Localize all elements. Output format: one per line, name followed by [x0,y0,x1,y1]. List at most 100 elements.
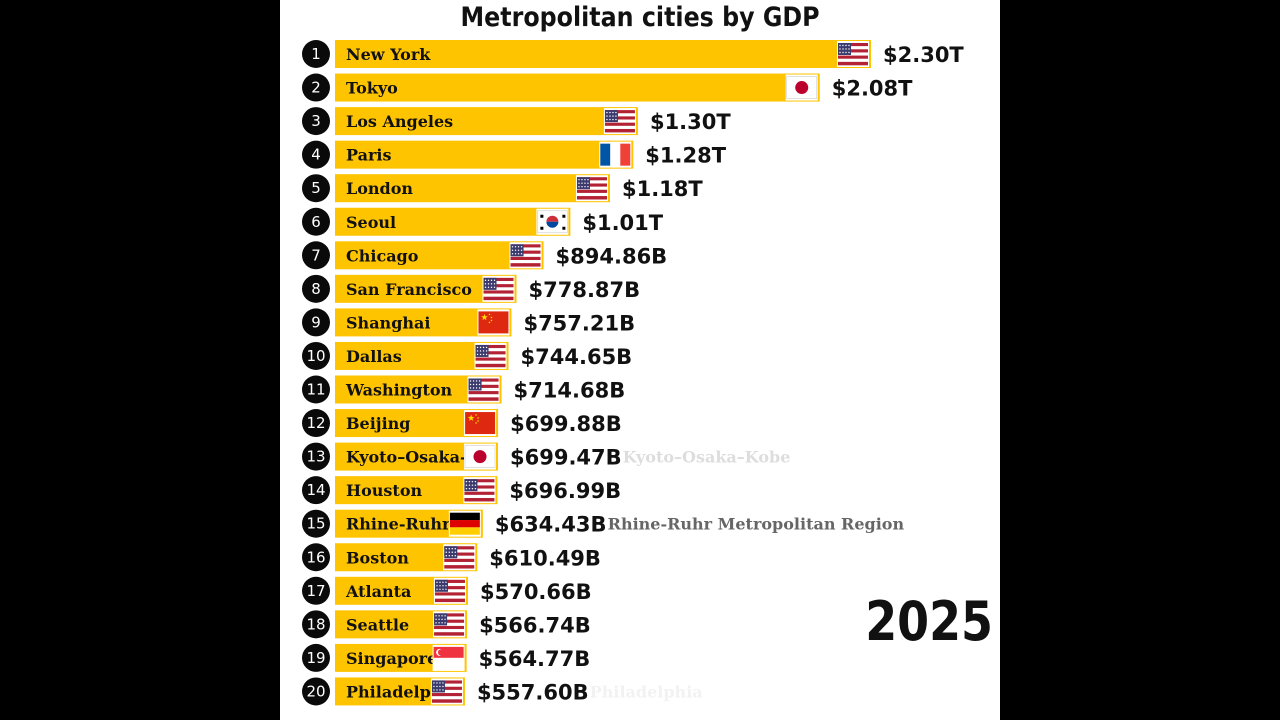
bar [335,40,871,68]
bar-label: Philadelph [346,682,443,701]
rank-circle [302,274,330,303]
bar-label: San Francisco [346,280,472,299]
full-name-note: Rhine-Ruhr Metropolitan Region [608,515,905,534]
rank-label: 17 [306,582,325,600]
rank-badge: 20 [302,677,330,706]
us-flag-icon [575,175,608,202]
bar-row: 14 Houston $696.99B [302,476,621,505]
bar-row: 9 Shanghai $757.21B [302,308,635,337]
rank-circle [302,107,330,136]
us-flag-icon [482,275,515,302]
rank-badge: 2 [302,73,330,102]
bar-row: 17 Atlanta $570.66B [302,576,592,605]
us-flag-icon [463,477,496,504]
rank-badge: 10 [302,341,330,370]
bar-label: Tokyo [346,79,398,98]
bar-row: 4 Paris $1.28T [302,140,727,169]
bar [335,241,544,270]
value-label: $566.74B [479,613,591,637]
rank-label: 11 [306,381,325,399]
japan-flag-icon [464,443,497,470]
bar-label: Chicago [346,246,419,265]
us-flag-icon [837,41,869,67]
bar-label: Atlanta [345,582,411,601]
value-label: $696.99B [509,479,621,503]
us-flag-icon [433,577,466,604]
bar-row: 2 Tokyo $2.08T [302,73,913,102]
rank-circle [302,140,330,169]
rank-label: 10 [306,347,325,365]
rank-circle [302,308,330,337]
us-flag-icon [509,242,542,269]
rank-label: 8 [311,280,321,298]
rank-label: 15 [306,515,325,533]
rank-badge: 9 [302,308,330,337]
rank-label: 16 [306,548,325,566]
bar-row: 13 Kyoto–Osaka- $699.47B Kyoto–Osaka–Kobe [302,442,791,471]
value-label: $1.28T [645,144,726,168]
value-label: $634.43B [495,513,607,537]
bar-label: Los Angeles [346,112,453,131]
value-label: $610.49B [489,546,601,570]
us-flag-icon [433,611,466,638]
south-korea-flag-icon [536,208,569,235]
bar-chart: 1 New York $2.30T 2 Tokyo $2.08T 3 Los Angeles $… [302,40,964,706]
france-flag-icon [599,141,632,168]
bar-label: London [346,179,413,198]
value-label: $1.18T [622,177,703,201]
bar-label: Houston [346,481,422,500]
bar-row: 16 Boston $610.49B [302,543,601,572]
bar-row: 11 Washington $714.68B [302,375,625,404]
us-flag-icon [443,544,476,571]
value-label: $557.60B [477,680,589,704]
bar-row: 3 Los Angeles $1.30T [302,107,731,136]
bar-label: Washington [345,381,453,400]
rank-badge: 18 [302,610,330,639]
rank-circle [302,40,330,68]
rank-circle [302,409,330,438]
bar-label: Rhine-Ruhr [346,515,451,534]
value-label: $1.01T [582,211,663,235]
rank-circle [302,375,330,404]
bar-row: 15 Rhine-Ruhr $634.43B Rhine-Ruhr Metropoli… [302,509,905,538]
value-label: $778.87B [529,278,641,302]
bar [335,174,610,203]
chart-stage: Metropolitan cities by GDP 1 New York $2.3… [280,0,1000,720]
rank-badge: 3 [302,107,330,136]
bar-row: 1 New York $2.30T [302,40,964,68]
rank-badge: 17 [302,576,330,605]
bar-label: Dallas [346,347,402,366]
rank-badge: 11 [302,375,330,404]
full-name-note: Kyoto–Osaka–Kobe [623,448,791,467]
bar-row: 18 Seattle $566.74B [302,610,591,639]
rank-label: 9 [311,313,321,331]
rank-circle [302,207,330,236]
value-label: $757.21B [523,311,635,335]
value-label: $2.30T [883,43,964,67]
rank-circle [302,576,330,605]
singapore-flag-icon [432,644,465,671]
rank-badge: 1 [302,40,330,68]
bar [335,107,638,136]
rank-circle [302,677,330,706]
rank-circle [302,509,330,538]
rank-circle [302,442,330,471]
rank-label: 1 [311,45,321,63]
chart-title: Metropolitan cities by GDP [460,2,820,33]
bar [335,73,820,102]
bar-label: Seoul [346,213,396,232]
us-flag-icon [467,376,500,403]
rank-label: 19 [306,649,325,667]
value-label: $894.86B [556,244,668,268]
bar-row: 20 Philadelph $557.60B Philadelphia [302,677,703,706]
rank-badge: 16 [302,543,330,572]
rank-circle [302,610,330,639]
us-flag-icon [474,342,507,369]
bar-label: Seattle [346,615,409,634]
rank-label: 14 [306,481,325,499]
rank-label: 6 [311,213,321,231]
us-flag-icon [603,108,636,135]
rank-label: 7 [311,246,321,264]
bar-row: 12 Beijing $699.88B [302,409,622,438]
bar [335,207,571,236]
